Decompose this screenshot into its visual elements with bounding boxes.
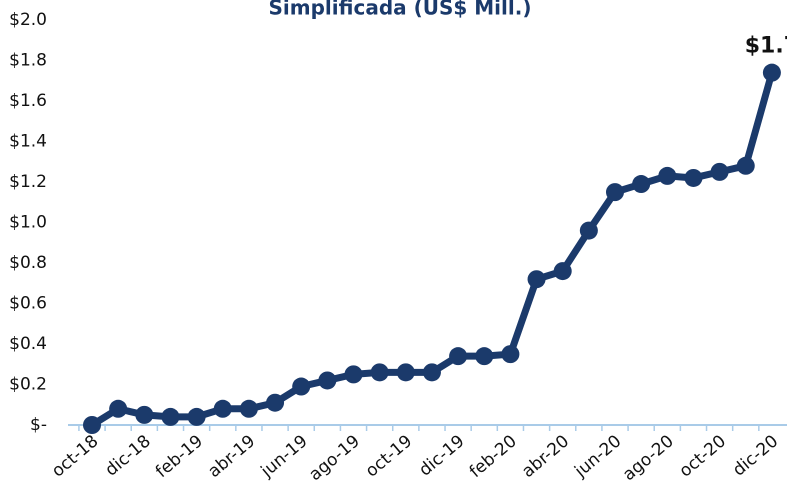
marker [658,166,677,185]
marker [292,377,311,396]
marker [475,347,494,366]
marker [606,183,624,202]
marker [161,407,180,426]
x-tick-label: oct-18 [48,431,102,481]
x-tick-label: abr-19 [204,431,259,482]
marker [83,416,101,434]
x-tick-label: jun-19 [257,431,312,482]
marker [762,63,781,82]
x-tick-label: ago-19 [305,431,364,485]
marker [213,399,232,418]
marker [501,345,520,364]
y-tick-label: $2.0 [9,10,47,30]
x-tick-label: oct-20 [676,431,730,481]
marker [449,347,468,366]
x-tick-label: feb-20 [466,431,521,482]
y-tick-label: $1.4 [9,132,47,152]
x-tick-label: oct-19 [362,431,416,481]
x-tick-label: feb-19 [152,431,207,482]
marker [239,399,258,418]
marker [135,405,154,424]
marker [579,221,598,240]
y-tick-label: $0.8 [9,253,47,273]
x-tick-label: abr-20 [518,431,573,482]
marker [684,168,703,187]
marker [344,365,363,384]
marker [736,156,755,175]
marker [422,363,441,382]
x-tick-label: jun-20 [570,431,625,482]
x-tick-label: dic-19 [415,431,468,480]
marker [187,407,206,426]
x-tick-label: dic-20 [729,431,782,480]
marker [266,393,285,412]
y-tick-label: $0.6 [9,294,47,314]
x-tick-label: ago-20 [619,431,678,485]
y-tick-label: $1.0 [9,213,47,233]
y-tick-label: $0.2 [9,375,47,395]
marker [318,371,337,390]
y-tick-label: $0.4 [9,334,47,354]
marker [370,363,389,382]
marker [553,262,572,281]
x-tick-label: dic-18 [102,431,155,480]
marker [632,175,651,194]
marker [527,270,546,289]
marker [109,399,128,418]
y-tick-label: $1.8 [9,51,47,71]
y-tick-label: $- [30,415,47,435]
y-tick-label: $1.2 [9,172,47,192]
data-label: $1.7 [745,34,787,59]
marker [710,162,729,181]
marker [396,363,415,382]
chart-title: Simplificada (US$ Mill.) [269,0,532,20]
y-tick-label: $1.6 [9,91,47,111]
